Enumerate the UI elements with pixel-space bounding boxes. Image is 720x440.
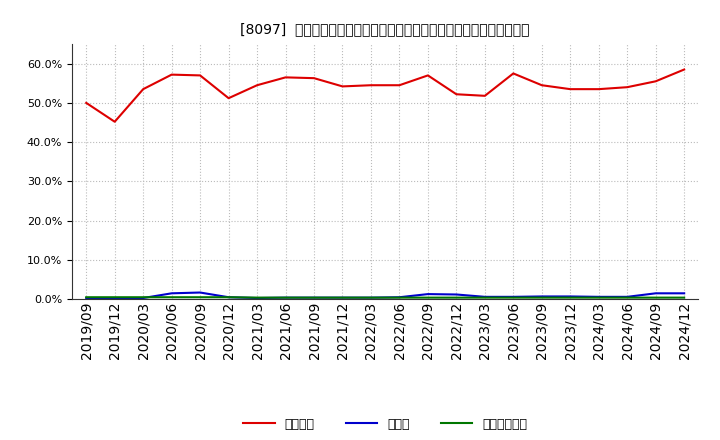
Line: のれん: のれん — [86, 293, 684, 298]
自己資本 — [423, 73, 432, 78]
のれん — [623, 294, 631, 300]
繰延税金資産 — [110, 295, 119, 300]
自己資本 — [623, 84, 631, 90]
繰延税金資産 — [680, 295, 688, 300]
繰延税金資産 — [139, 295, 148, 300]
のれん — [282, 295, 290, 300]
のれん — [537, 294, 546, 299]
繰延税金資産 — [253, 295, 261, 300]
のれん — [509, 294, 518, 300]
繰延税金資産 — [452, 295, 461, 300]
自己資本 — [338, 84, 347, 89]
のれん — [167, 291, 176, 296]
自己資本 — [282, 75, 290, 80]
自己資本 — [452, 92, 461, 97]
自己資本 — [680, 67, 688, 72]
のれん — [566, 294, 575, 299]
繰延税金資産 — [423, 295, 432, 300]
自己資本 — [395, 83, 404, 88]
のれん — [310, 295, 318, 300]
のれん — [366, 295, 375, 300]
のれん — [395, 295, 404, 300]
繰延税金資産 — [366, 295, 375, 300]
のれん — [139, 295, 148, 301]
繰延税金資産 — [167, 295, 176, 300]
繰延税金資産 — [509, 295, 518, 300]
のれん — [196, 290, 204, 295]
自己資本 — [110, 119, 119, 125]
自己資本 — [139, 87, 148, 92]
繰延税金資産 — [310, 295, 318, 300]
自己資本 — [310, 76, 318, 81]
のれん — [480, 294, 489, 300]
自己資本 — [196, 73, 204, 78]
繰延税金資産 — [595, 295, 603, 300]
繰延税金資産 — [282, 295, 290, 300]
繰延税金資産 — [225, 295, 233, 300]
自己資本 — [253, 83, 261, 88]
自己資本 — [82, 100, 91, 106]
自己資本 — [566, 87, 575, 92]
のれん — [82, 295, 91, 301]
自己資本 — [167, 72, 176, 77]
Line: 自己資本: 自己資本 — [86, 70, 684, 122]
繰延税金資産 — [537, 295, 546, 300]
繰延税金資産 — [652, 295, 660, 300]
自己資本 — [509, 71, 518, 76]
のれん — [652, 291, 660, 296]
繰延税金資産 — [566, 295, 575, 300]
繰延税金資産 — [82, 295, 91, 300]
のれん — [423, 291, 432, 297]
繰延税金資産 — [395, 295, 404, 300]
のれん — [338, 295, 347, 300]
繰延税金資産 — [196, 295, 204, 300]
のれん — [452, 292, 461, 297]
のれん — [595, 294, 603, 300]
繰延税金資産 — [480, 295, 489, 300]
自己資本 — [225, 95, 233, 101]
Title: [8097]  自己資本、のれん、繰延税金資産の総資産に対する比率の推移: [8097] 自己資本、のれん、繰延税金資産の総資産に対する比率の推移 — [240, 22, 530, 36]
繰延税金資産 — [338, 295, 347, 300]
自己資本 — [595, 87, 603, 92]
自己資本 — [537, 83, 546, 88]
自己資本 — [366, 83, 375, 88]
繰延税金資産 — [623, 295, 631, 300]
のれん — [225, 295, 233, 300]
のれん — [110, 296, 119, 301]
自己資本 — [652, 79, 660, 84]
のれん — [680, 291, 688, 296]
自己資本 — [480, 93, 489, 99]
Legend: 自己資本, のれん, 繰延税金資産: 自己資本, のれん, 繰延税金資産 — [238, 413, 532, 436]
のれん — [253, 295, 261, 301]
